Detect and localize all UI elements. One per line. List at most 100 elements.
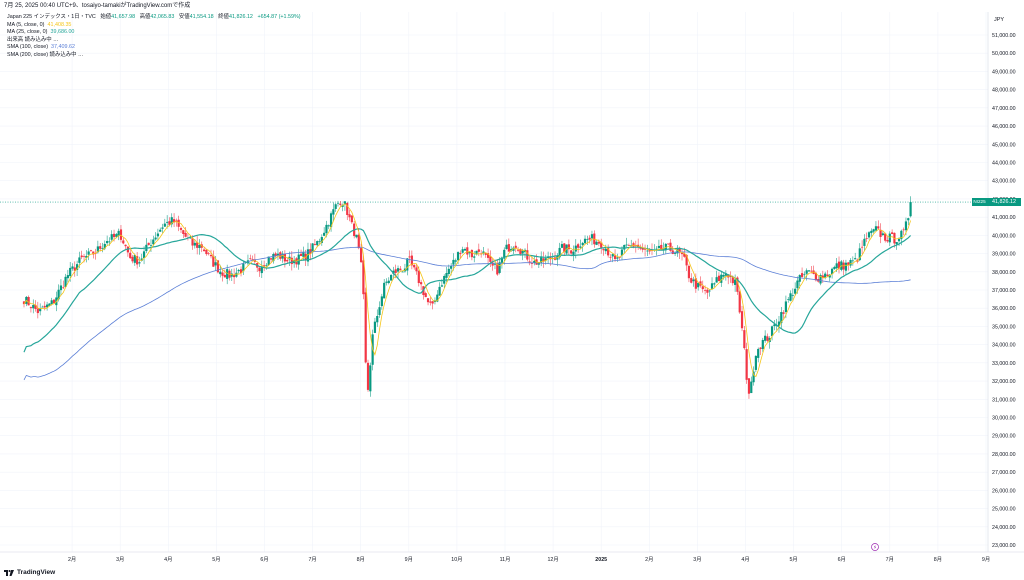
candle-body [133,255,136,263]
candle-body [588,237,591,240]
close-value: 41,826.12 [228,14,253,20]
candle-body [590,234,594,239]
indicator-ma5[interactable]: MA (5, close, 0) 41,408.35 [7,22,304,30]
candle-body [625,244,628,246]
candle-body [729,276,732,277]
time-tick-label: 5月 [789,556,797,563]
candle-body [895,242,898,245]
candle-body [424,293,427,298]
price-tick-label: 39,000.00 [992,252,1016,258]
candle-body [542,258,545,262]
candle-body [847,262,850,265]
candle-body [166,221,169,223]
legend-symbol-row[interactable]: Japan 225 インデックス・1日・TVC 始値41,657.98 高値42… [7,14,304,22]
symbol-title[interactable]: Japan 225 インデックス・1日・TVC [7,14,96,20]
candle-body [136,256,139,265]
candle-body [510,248,513,251]
candle-body [415,267,418,272]
candle-body [59,285,63,291]
candle-body [304,253,307,260]
indicator-volume[interactable]: 出来高 読み込み中 … [7,37,304,45]
candle-body [641,247,644,250]
candle-body [115,234,118,237]
candle-body [710,283,714,289]
candle-body [784,301,788,313]
candle-body [172,219,176,223]
candle-body [219,271,222,275]
candle-body [101,248,104,249]
candle-body [48,303,51,307]
candle-body [692,279,695,282]
candle-body [708,290,711,292]
candle-body [383,282,386,299]
candle-body [209,254,213,257]
indicator-sma200[interactable]: SMA (200, close) 読み込み中 … [7,52,304,60]
candle-body [22,301,26,305]
candle-body [655,248,658,250]
candle-body [687,265,691,279]
candle-body [849,260,852,266]
event-marker[interactable] [871,543,879,551]
candle-body [500,257,504,263]
candle-body [408,256,411,258]
candle-body [221,272,224,276]
candle-body [482,251,485,254]
candle-body [80,255,83,258]
candle-body [184,232,187,237]
candle-body [359,248,363,263]
candle-body [773,324,776,327]
candle-body [459,253,462,255]
candle-body [888,233,891,243]
candle-body [343,201,347,205]
candle-body [724,273,727,276]
time-tick-label: 4月 [164,556,172,563]
candle-body [821,275,824,279]
candle-body [577,244,580,248]
candle-body [290,257,293,265]
candle-body [316,241,319,246]
candle-body [777,321,781,327]
candle-body [560,244,564,248]
price-tick-label: 47,000.00 [992,106,1016,112]
indicator-sma100[interactable]: SMA (100, close) 37,409.62 [7,44,304,52]
candle-body [258,267,261,272]
candle-body [738,291,741,313]
candle-body [533,260,536,263]
price-tick-label: 29,000.00 [992,434,1016,440]
price-chart[interactable]: JPY 51,000.00 50,000.00 49,000.00 48,000.00… [0,12,1024,568]
candle-body [182,230,185,235]
price-axis[interactable]: 51,000.00 50,000.00 49,000.00 48,000.00 47,0… [992,33,1016,549]
indicator-ma25[interactable]: MA (25, close, 0) 39,686.00 [7,29,304,37]
candle-body [484,253,487,255]
tradingview-brand[interactable]: TradingView [4,569,55,576]
candle-body [159,229,162,232]
candle-body [110,234,113,240]
high-value: 42,065.83 [150,14,175,20]
candle-body [286,260,289,262]
candle-body [196,242,199,248]
candle-body [436,294,439,302]
candle-body [406,258,409,271]
candle-body [103,243,106,249]
time-axis[interactable]: 2月 3月 4月 5月 6月 7月 8月 9月 10月 11月 12月 2025 2月 3月 4月 5月 6月 7… [68,556,1024,563]
candle-body [639,247,642,249]
candle-body [780,312,783,324]
candle-body [563,243,566,252]
candle-body [673,252,677,254]
time-tick-label: 2025 [595,557,607,563]
candle-body [678,247,681,253]
candle-body [385,281,388,283]
candle-body [387,280,390,284]
candle-body [690,278,693,283]
symbol-price-tag: NI225 [972,198,987,207]
price-tick-label: 41,000.00 [992,215,1016,221]
price-tick-label: 26,000.00 [992,488,1016,494]
candle-body [800,273,804,277]
candle-body [683,253,686,257]
candle-body [106,241,109,244]
candle-body [112,233,116,238]
legend: Japan 225 インデックス・1日・TVC 始値41,657.98 高値42… [7,14,304,60]
candle-body [276,253,280,256]
time-tick-label: 5月 [212,556,220,563]
candle-body [429,301,432,303]
